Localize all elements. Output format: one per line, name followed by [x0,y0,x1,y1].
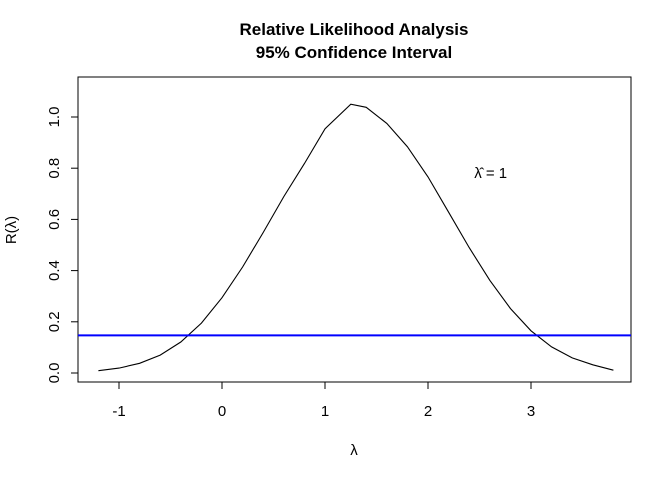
x-tick-label: 1 [321,403,329,420]
x-tick-label: 2 [424,403,432,420]
y-tick-label: 0.6 [46,209,63,230]
likelihood-curve [98,103,614,372]
x-axis-label: λ [350,442,358,459]
y-axis-label: R(λ) [3,216,20,244]
y-tick-label: 0.8 [46,158,63,179]
chart-title: Relative Likelihood Analysis [240,20,469,39]
y-tick-label: 0.4 [46,260,63,281]
x-tick-label: 3 [527,403,535,420]
x-tick-label: -1 [112,403,125,420]
x-tick-label: 0 [218,403,226,420]
y-tick-label: 1.0 [46,107,63,128]
axes: -1 0 1 2 3 0.0 0.2 0.4 0.6 0.8 1.0 [46,107,535,420]
chart-subtitle: 95% Confidence Interval [256,43,453,62]
y-tick-label: 0.2 [46,311,63,332]
y-tick-label: 0.0 [46,363,63,384]
mle-annotation: λ̂ = 1 [474,165,507,182]
